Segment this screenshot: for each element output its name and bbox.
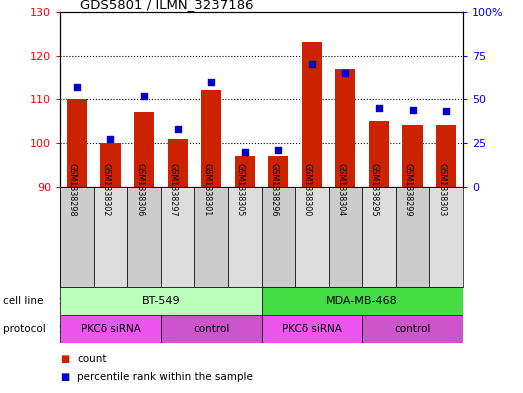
Bar <box>60 315 161 343</box>
Text: BT-549: BT-549 <box>142 296 180 306</box>
Text: GSM1338305: GSM1338305 <box>236 163 245 217</box>
Point <box>106 136 115 143</box>
Bar <box>262 187 295 287</box>
Text: cell line: cell line <box>3 296 43 306</box>
Bar <box>134 112 154 187</box>
Bar <box>403 125 423 187</box>
Point <box>375 105 383 111</box>
Bar <box>262 315 362 343</box>
Text: GSM1338295: GSM1338295 <box>370 163 379 217</box>
Point <box>341 70 349 76</box>
Text: PKCδ siRNA: PKCδ siRNA <box>81 324 140 334</box>
Bar <box>429 187 463 287</box>
Bar <box>295 187 328 287</box>
Bar <box>362 187 396 287</box>
Bar <box>94 187 127 287</box>
Bar <box>228 187 262 287</box>
Bar <box>362 315 463 343</box>
Bar <box>369 121 389 187</box>
Point <box>408 107 417 113</box>
Text: GSM1338300: GSM1338300 <box>303 163 312 216</box>
Bar <box>100 143 120 187</box>
Bar <box>235 156 255 187</box>
Point <box>73 84 81 90</box>
Bar <box>161 187 195 287</box>
Text: GDS5801 / ILMN_3237186: GDS5801 / ILMN_3237186 <box>81 0 254 11</box>
Point <box>207 79 215 85</box>
Text: PKCδ siRNA: PKCδ siRNA <box>282 324 342 334</box>
Bar <box>335 69 356 187</box>
Text: percentile rank within the sample: percentile rank within the sample <box>77 372 253 382</box>
Bar <box>436 125 456 187</box>
Text: ■: ■ <box>60 354 70 364</box>
Text: control: control <box>193 324 230 334</box>
Text: ■: ■ <box>60 372 70 382</box>
Bar <box>60 287 262 315</box>
Text: control: control <box>394 324 431 334</box>
Text: GSM1338304: GSM1338304 <box>336 163 345 216</box>
Bar <box>127 187 161 287</box>
Bar <box>161 315 262 343</box>
Point <box>174 126 182 132</box>
Text: GSM1338303: GSM1338303 <box>437 163 446 216</box>
Bar <box>60 187 94 287</box>
Point <box>140 93 148 99</box>
Point <box>308 61 316 68</box>
Text: GSM1338298: GSM1338298 <box>68 163 77 217</box>
Bar <box>262 287 463 315</box>
Text: GSM1338306: GSM1338306 <box>135 163 144 216</box>
Bar <box>67 99 87 187</box>
Point <box>241 149 249 155</box>
Bar <box>195 187 228 287</box>
Bar <box>396 187 429 287</box>
Bar <box>268 156 288 187</box>
Point <box>274 147 282 153</box>
Point <box>442 108 450 115</box>
Bar <box>302 42 322 187</box>
Bar <box>328 187 362 287</box>
Bar <box>201 90 221 187</box>
Text: GSM1338302: GSM1338302 <box>101 163 110 217</box>
Text: GSM1338296: GSM1338296 <box>269 163 278 217</box>
Text: GSM1338301: GSM1338301 <box>202 163 211 216</box>
Text: MDA-MB-468: MDA-MB-468 <box>326 296 398 306</box>
Text: GSM1338297: GSM1338297 <box>168 163 178 217</box>
Text: GSM1338299: GSM1338299 <box>404 163 413 217</box>
Bar <box>167 139 188 187</box>
Text: count: count <box>77 354 106 364</box>
Text: protocol: protocol <box>3 324 46 334</box>
